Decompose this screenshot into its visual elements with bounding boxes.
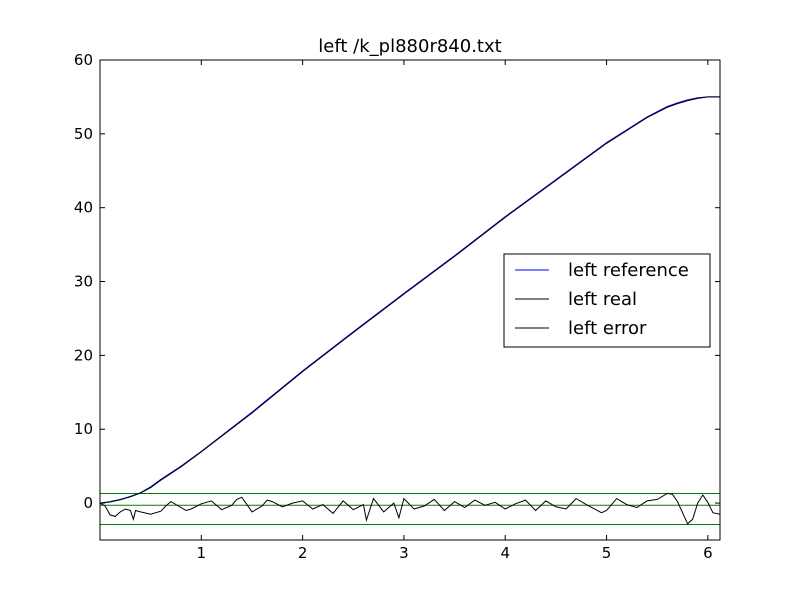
x-tick-label-6: 6 (703, 544, 713, 562)
legend: left reference left real left error (503, 253, 711, 348)
x-tick-label-3: 3 (399, 544, 409, 562)
chart-title: left /k_pl880r840.txt (318, 36, 501, 57)
legend-label-left-error: left error (568, 318, 647, 339)
legend-label-left-real: left real (568, 289, 637, 310)
axes-frame (99, 59, 721, 541)
y-tick-label-60: 60 (74, 51, 93, 69)
series-line-left-real (100, 96, 720, 504)
y-tick-label-30: 30 (74, 273, 93, 291)
plot-area (100, 96, 720, 525)
y-tick-label-40: 40 (74, 199, 93, 217)
y-tick-label-50: 50 (74, 125, 93, 143)
y-tick-label-0: 0 (83, 494, 93, 512)
x-tick-label-5: 5 (602, 544, 612, 562)
x-tick-label-4: 4 (500, 544, 510, 562)
y-tick-label-10: 10 (74, 420, 93, 438)
x-tick-label-2: 2 (298, 544, 308, 562)
x-tick-label-1: 1 (197, 544, 207, 562)
series-line-left-error (100, 492, 720, 525)
y-tick-label-20: 20 (74, 346, 93, 364)
legend-label-left-reference: left reference (568, 260, 689, 281)
